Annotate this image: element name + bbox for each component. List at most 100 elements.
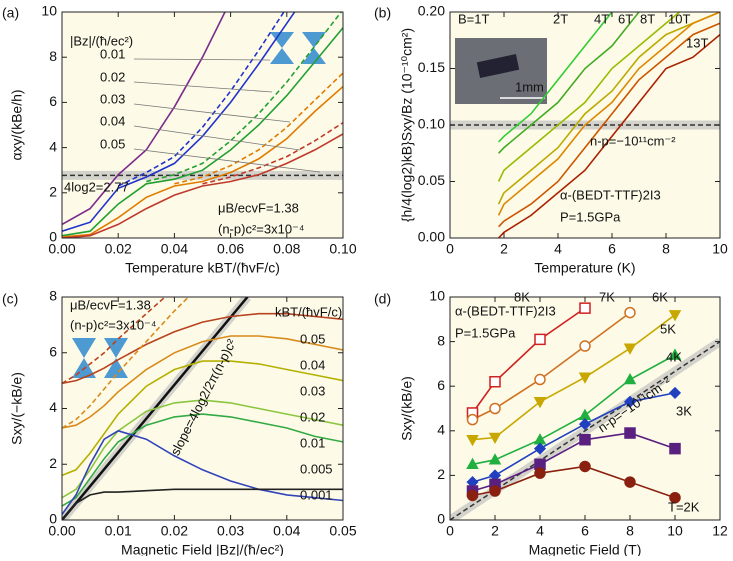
marker	[623, 395, 637, 408]
annotation: μB/ecvF=1.38	[70, 297, 151, 312]
y-tick-label: 6	[49, 93, 57, 109]
marker	[534, 333, 546, 346]
series-line	[472, 314, 676, 441]
x-tick-label: 6	[581, 523, 589, 539]
marker	[668, 386, 682, 399]
series-line	[62, 488, 343, 520]
x-tick-label: 8	[662, 241, 670, 257]
leader-line	[133, 103, 291, 123]
y-tick-label: 10	[429, 288, 445, 304]
x-tick-label: 10	[667, 523, 683, 539]
marker	[534, 373, 546, 386]
marker	[488, 453, 502, 465]
series-line	[62, 86, 343, 238]
y-tick-label: 8	[49, 48, 57, 64]
marker	[579, 340, 591, 352]
series-label: 4K	[666, 349, 682, 364]
reference-line	[450, 340, 720, 520]
marker	[466, 434, 479, 447]
y-tick-label: 2	[49, 455, 57, 471]
panel-label: (b)	[374, 5, 391, 21]
y-tick-label: 8	[437, 332, 445, 348]
series-line	[497, 12, 720, 216]
x-tick-label: 0	[446, 241, 454, 257]
annotation: α-(BEDT-TTF)2I3	[560, 187, 661, 202]
marker	[533, 442, 547, 455]
marker	[488, 432, 502, 445]
x-tick-label: 2	[500, 241, 508, 257]
series-label: 13T	[686, 35, 708, 50]
annotation: 1mm	[515, 79, 544, 94]
x-axis-label: Temperature (K)	[534, 260, 635, 276]
series-line	[62, 335, 343, 429]
y-axis-label: αxy/(kBe/h)	[9, 89, 25, 160]
series-line	[62, 297, 167, 385]
series-label: 0.01	[100, 46, 125, 61]
series-line	[471, 307, 586, 414]
series-line	[62, 360, 343, 477]
x-axis-label: Magnetic Field (T)	[529, 542, 642, 556]
series-label: T=2K	[668, 499, 700, 514]
plot-frame	[61, 11, 344, 239]
series-label: 8T	[640, 11, 655, 26]
x-tick-label: 12	[712, 523, 728, 539]
series-line	[62, 413, 343, 507]
annotation: (n-p)c²=3x10⁻⁴	[70, 317, 157, 332]
y-tick-label: 10	[41, 3, 57, 19]
panel-label: (d)	[374, 291, 391, 307]
marker	[579, 302, 591, 314]
x-tick-label: 0.00	[48, 241, 75, 257]
x-tick-label: 0.04	[161, 241, 188, 257]
x-tick-label: 0	[446, 523, 454, 539]
y-tick-label: 0.15	[418, 59, 445, 75]
marker	[534, 467, 546, 479]
x-tick-label: 0.05	[329, 523, 356, 539]
series-label: 2T	[553, 11, 568, 26]
x-tick-label: 0.01	[105, 523, 132, 539]
marker	[579, 433, 591, 446]
series-label: 0.001	[300, 487, 333, 502]
x-tick-label: 8	[626, 523, 634, 539]
series-line	[62, 297, 190, 429]
annotation: P=1.5GPa	[560, 209, 621, 224]
annotation: |Bz|/(ħ/ec²)	[70, 33, 133, 48]
y-tick-label: 0.20	[418, 3, 445, 19]
series-line	[146, 12, 343, 183]
marker	[533, 397, 547, 409]
series-line	[62, 133, 343, 238]
leader-line	[133, 148, 321, 173]
annotation: (n-p)c²=3x10⁻⁴	[218, 221, 305, 236]
series-line	[497, 12, 681, 182]
x-tick-label: 10	[712, 241, 728, 257]
marker	[624, 306, 636, 319]
marker	[624, 476, 636, 488]
y-tick-label: 0.00	[418, 229, 445, 245]
series-label: 0.02	[100, 69, 125, 84]
series-label: 0.04	[100, 113, 125, 128]
y-tick-label: 4	[49, 138, 57, 154]
y-tick-label: 6	[49, 343, 57, 359]
x-tick-label: 0.00	[48, 523, 75, 539]
marker	[578, 418, 592, 431]
y-tick-label: 0.05	[418, 172, 445, 188]
x-tick-label: 0.04	[273, 523, 300, 539]
series-line	[62, 27, 343, 237]
series-line	[62, 399, 343, 499]
plot-layer	[62, 12, 343, 238]
x-tick-label: 0.10	[329, 241, 356, 257]
marker	[489, 375, 501, 388]
series-label: 0.05	[300, 331, 325, 346]
x-tick-label: 0.03	[217, 523, 244, 539]
series-line	[498, 22, 720, 228]
y-tick-label: 4	[437, 422, 445, 438]
series-label: 0.01	[300, 435, 325, 450]
marker	[489, 402, 501, 415]
plot-bg	[62, 297, 343, 520]
annotation: μB/ecvF=1.38	[218, 200, 299, 215]
series-label: 0.02	[300, 409, 325, 424]
x-tick-label: 2	[491, 523, 499, 539]
x-tick-label: 4	[536, 523, 544, 539]
y-tick-label: 8	[49, 288, 57, 304]
series-line	[174, 72, 343, 185]
marker	[466, 489, 479, 502]
